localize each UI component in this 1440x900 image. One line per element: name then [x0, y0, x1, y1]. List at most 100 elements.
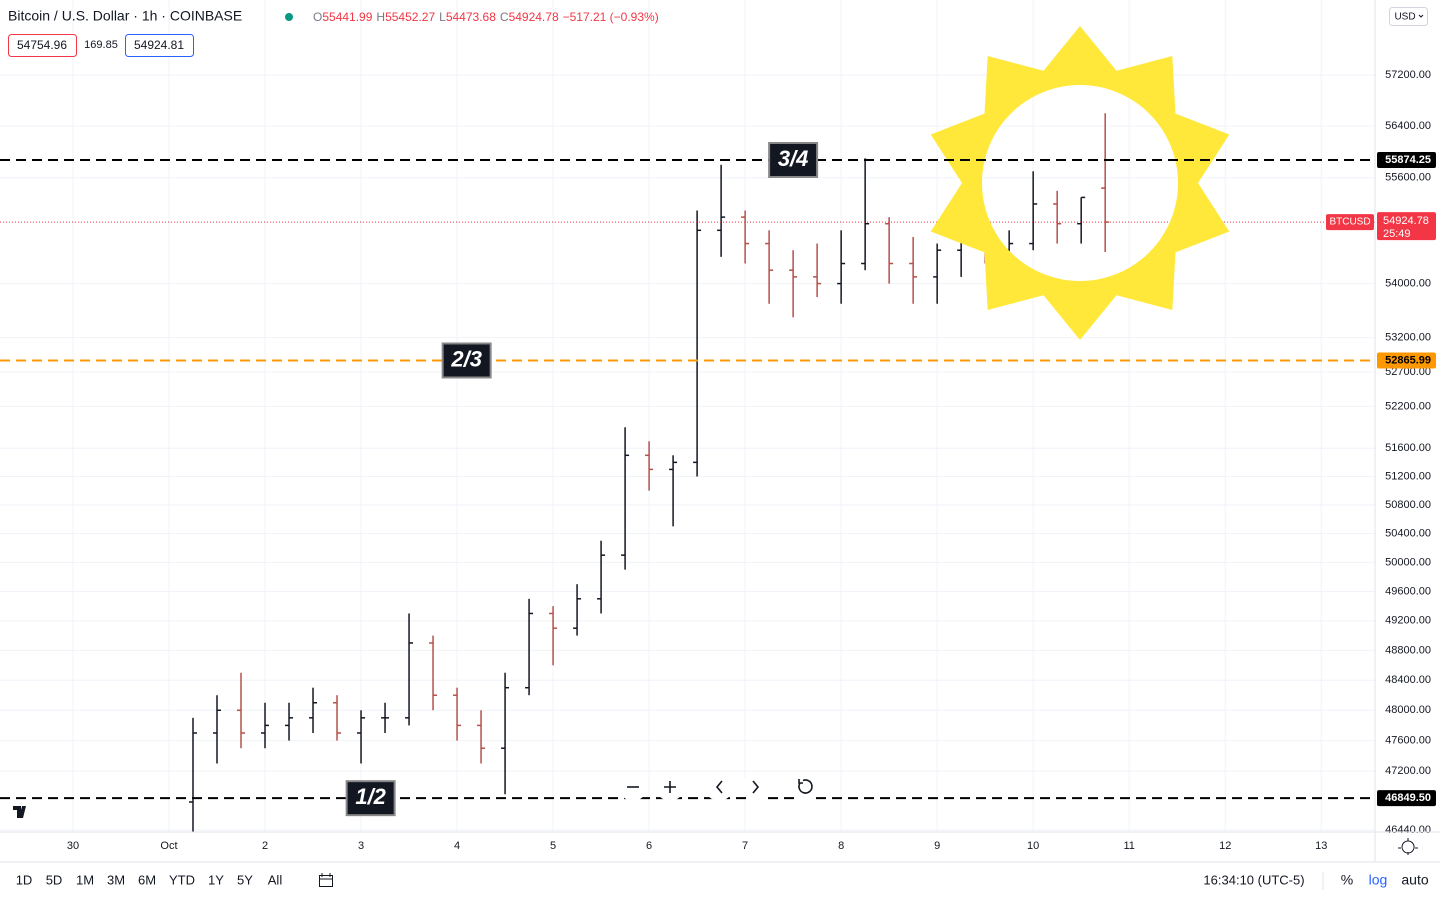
- reset-chart[interactable]: [791, 773, 819, 801]
- ohlc-bar: [501, 672, 510, 795]
- ohlc-bar: [188, 717, 197, 832]
- currency[interactable]: USD: [1394, 12, 1415, 23]
- ohlc-bar: [1029, 171, 1038, 251]
- ohlc-bar: [237, 672, 246, 749]
- range-button[interactable]: 5D: [46, 872, 63, 887]
- c-label: C: [500, 10, 509, 24]
- settings-icon[interactable]: [1398, 838, 1418, 855]
- range-button[interactable]: 1Y: [208, 872, 224, 887]
- o-label: O: [313, 10, 322, 24]
- range-button[interactable]: 5Y: [237, 872, 253, 887]
- ohlc-bar: [717, 164, 726, 257]
- level-label-box: [345, 780, 396, 817]
- ohlc-bar: [477, 710, 486, 764]
- dropdown-arrow: [1418, 14, 1424, 18]
- bid-price[interactable]: 54754.96: [17, 38, 67, 52]
- ohlc-bar: [597, 540, 606, 614]
- range-button[interactable]: 1M: [76, 872, 94, 887]
- ohlc-bar: [429, 635, 438, 711]
- percent-toggle[interactable]: %: [1341, 872, 1353, 888]
- ohlc-bar: [693, 210, 702, 477]
- x-tick-label: 10: [1027, 840, 1039, 852]
- y-tick-label: 57200.00: [1385, 69, 1431, 81]
- log-toggle[interactable]: log: [1369, 872, 1388, 888]
- scroll-left[interactable]: [705, 773, 733, 801]
- auto-toggle[interactable]: auto: [1401, 872, 1428, 888]
- ohlc-bar: [837, 230, 846, 304]
- y-tick-label: 51200.00: [1385, 470, 1431, 482]
- price-tag: [1377, 212, 1436, 241]
- y-tick-label: 48000.00: [1385, 704, 1431, 716]
- y-tick-label: 54000.00: [1385, 277, 1431, 289]
- y-tick-label: 47600.00: [1385, 734, 1431, 746]
- x-tick-label: 8: [838, 840, 844, 852]
- ohlc-bar: [621, 427, 630, 570]
- l-value: 54473.68: [446, 10, 496, 24]
- ohlc-bar: [261, 702, 270, 749]
- ohlc-bar: [909, 236, 918, 304]
- level-price-tag: [1377, 790, 1436, 807]
- y-tick-label: 49200.00: [1385, 615, 1431, 627]
- currency-select[interactable]: [1389, 7, 1428, 26]
- price-tag-text: 54924.78: [1383, 215, 1429, 227]
- range-button[interactable]: 1D: [16, 872, 33, 887]
- ohlc-bar: [549, 606, 558, 666]
- x-tick-label: 30: [67, 840, 79, 852]
- clock: 16:34:10 (UTC-5): [1203, 872, 1304, 887]
- level-price-tag: [1377, 151, 1436, 168]
- ohlc-bar: [309, 687, 318, 733]
- level-label-box: [768, 141, 819, 178]
- y-tick-label: 52200.00: [1385, 400, 1431, 412]
- ohlc-bar: [285, 702, 294, 741]
- level-price: 52865.99: [1385, 354, 1431, 366]
- y-tick-label: 51600.00: [1385, 442, 1431, 454]
- y-tick-label: 50000.00: [1385, 556, 1431, 568]
- scroll-right[interactable]: [742, 773, 770, 801]
- c-value: 54924.78: [509, 10, 559, 24]
- level-price: 55874.25: [1385, 154, 1431, 166]
- buy-box[interactable]: [125, 34, 194, 57]
- y-tick-label: 56400.00: [1385, 120, 1431, 132]
- sell-box[interactable]: [8, 34, 77, 57]
- range-button[interactable]: 3M: [107, 872, 125, 887]
- y-tick-label: 48400.00: [1385, 674, 1431, 686]
- l-label: L: [439, 10, 446, 24]
- symbol-title: Bitcoin / U.S. Dollar · 1h · COINBASE: [8, 8, 242, 24]
- y-tick-label: 55600.00: [1385, 172, 1431, 184]
- ohlc-bar: [813, 243, 822, 298]
- ohlc-bar: [885, 217, 894, 284]
- x-tick-label: 9: [934, 840, 940, 852]
- level-label: 1/2: [355, 784, 386, 809]
- y-tick-label: 50800.00: [1385, 499, 1431, 511]
- ohlc-bar: [1077, 196, 1086, 244]
- zoom-controls: [619, 773, 819, 801]
- x-tick-label: 11: [1123, 840, 1134, 852]
- ohlc-bar: [405, 613, 414, 726]
- calendar-icon[interactable]: [319, 873, 333, 887]
- range-button[interactable]: All: [268, 872, 283, 887]
- level-label-box: [441, 342, 492, 379]
- range-button[interactable]: YTD: [169, 872, 195, 887]
- symbol-tag: [1326, 214, 1374, 231]
- x-tick-label: 4: [454, 840, 460, 852]
- x-tick-label: 7: [742, 840, 748, 852]
- level-label: 3/4: [778, 146, 809, 171]
- x-tick-label: 2: [262, 840, 268, 852]
- x-tick-label: 6: [646, 840, 652, 852]
- symbol-tag-text: BTCUSD: [1329, 217, 1370, 228]
- h-label: H: [376, 10, 385, 24]
- ohlc-bar: [765, 230, 774, 304]
- ohlc-bar: [645, 441, 654, 491]
- tv-logo: [10, 802, 38, 822]
- range-button[interactable]: 6M: [138, 872, 156, 887]
- x-tick-label: 13: [1315, 840, 1327, 852]
- countdown: 25:49: [1383, 228, 1411, 240]
- ask-price[interactable]: 54924.81: [134, 38, 184, 52]
- ohlc-bar: [861, 158, 870, 271]
- ohlc-bar: [573, 584, 582, 636]
- sun-sticker: [930, 26, 1230, 340]
- spread: 169.85: [84, 39, 118, 51]
- ohlc-bar: [333, 695, 342, 741]
- ohlc-bar: [789, 250, 798, 318]
